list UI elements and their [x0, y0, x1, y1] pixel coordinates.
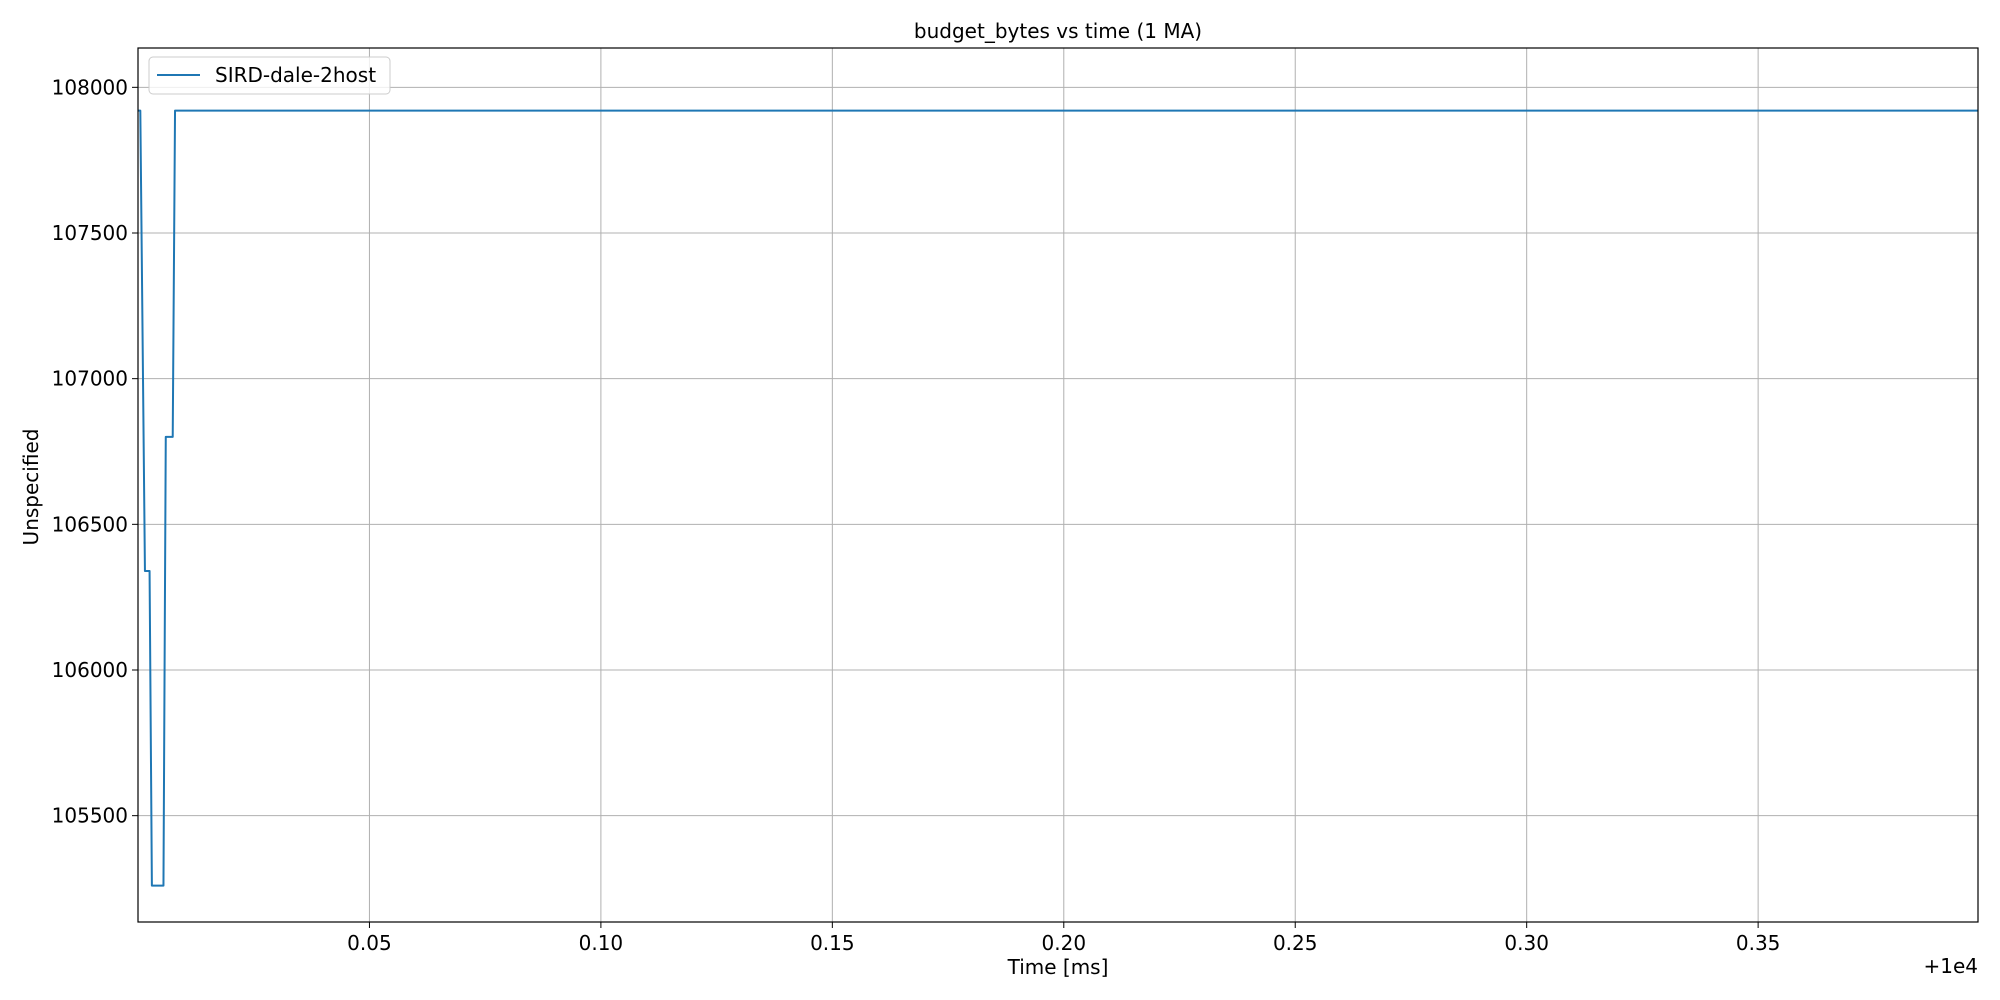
- plot-frame: [137, 47, 1979, 923]
- x-tick-label: 0.20: [1042, 931, 1087, 955]
- x-axis-offset-label: +1e4: [1923, 954, 1978, 978]
- y-tick-label: 105500: [52, 804, 128, 828]
- x-tick-label: 0.10: [579, 931, 624, 955]
- x-tick-label: 0.25: [1273, 931, 1318, 955]
- series-layer: [138, 109, 1978, 887]
- y-tick-label: 106000: [52, 658, 128, 682]
- y-tick-label: 107000: [52, 367, 128, 391]
- legend: SIRD-dale-2host: [148, 56, 391, 95]
- tick-layer: 0.05 0.10 0.15 0.20 0.25 0.30 0.35 105500 106000…: [52, 75, 1781, 955]
- x-tick-label: 0.35: [1736, 931, 1781, 955]
- x-axis-label: Time [ms]: [1007, 955, 1109, 979]
- x-tick-label: 0.30: [1504, 931, 1549, 955]
- legend-label: SIRD-dale-2host: [215, 63, 376, 87]
- y-tick-label: 106500: [52, 512, 128, 536]
- x-tick-label: 0.05: [347, 931, 392, 955]
- chart-title: budget_bytes vs time (1 MA): [914, 19, 1202, 43]
- legend-box: [148, 56, 391, 95]
- series-line: [138, 109, 1978, 887]
- grid: [138, 48, 1978, 922]
- x-tick-label: 0.15: [810, 931, 855, 955]
- y-axis-label: Unspecified: [19, 429, 43, 546]
- y-tick-label: 108000: [52, 75, 128, 99]
- y-tick-label: 107500: [52, 221, 128, 245]
